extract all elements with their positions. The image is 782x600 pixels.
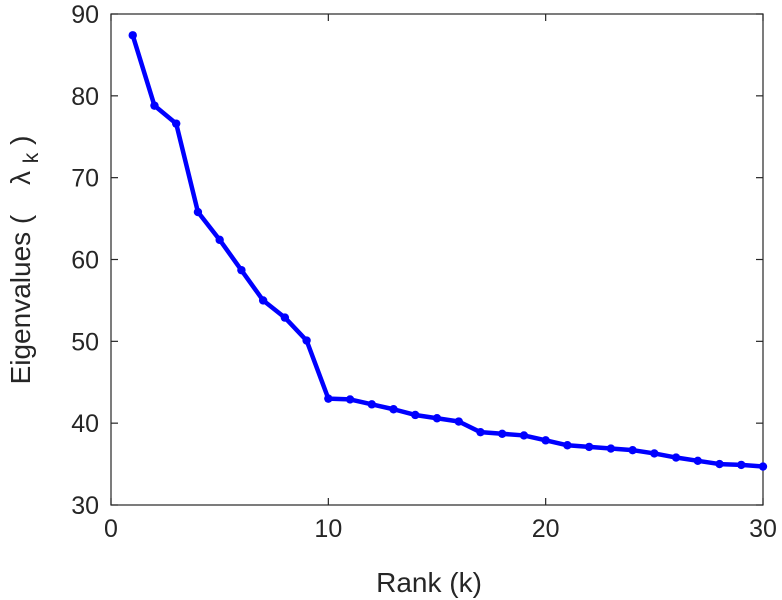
y-axis-label-text: Eigenvalues ( bbox=[5, 214, 36, 384]
y-axis-label: Eigenvalues ( λ k ) bbox=[5, 136, 44, 385]
data-point bbox=[389, 405, 398, 414]
data-point bbox=[367, 400, 376, 409]
data-point bbox=[411, 410, 420, 420]
data-point bbox=[128, 31, 137, 40]
x-axis-ticks: 0 10 20 30 bbox=[104, 14, 777, 543]
data-point bbox=[563, 441, 572, 450]
svg-text:Eigenvalues ( λ k: Eigenvalues ( λ k ) bbox=[5, 136, 44, 385]
data-point bbox=[345, 395, 355, 404]
data-point bbox=[628, 445, 637, 455]
x-tick-label: 10 bbox=[314, 515, 342, 543]
x-tick-label: 30 bbox=[749, 515, 777, 543]
data-point bbox=[432, 414, 442, 423]
data-point bbox=[454, 417, 463, 426]
x-tick-label: 20 bbox=[532, 515, 560, 543]
y-axis-label-close: ) bbox=[5, 136, 36, 145]
y-axis-label-subscript: k bbox=[20, 152, 43, 163]
y-axis-label-symbol: λ bbox=[5, 171, 36, 185]
data-point bbox=[193, 207, 203, 217]
data-point bbox=[150, 101, 159, 110]
data-point bbox=[758, 462, 768, 471]
data-point bbox=[541, 436, 550, 445]
data-point bbox=[671, 453, 681, 462]
y-tick-label: 80 bbox=[71, 83, 99, 111]
y-tick-label: 70 bbox=[71, 165, 99, 193]
data-point bbox=[650, 449, 659, 458]
data-point bbox=[715, 459, 724, 469]
x-tick-label: 0 bbox=[104, 515, 118, 543]
series-group bbox=[128, 31, 768, 471]
data-point bbox=[215, 235, 224, 245]
y-tick-label: 30 bbox=[71, 492, 99, 520]
data-point bbox=[519, 431, 529, 440]
x-axis-label: Rank (k) bbox=[376, 567, 482, 598]
y-axis-ticks: 30 40 50 60 70 80 90 bbox=[71, 1, 763, 520]
y-tick-label: 90 bbox=[71, 1, 99, 29]
data-point bbox=[476, 427, 485, 437]
data-point bbox=[324, 394, 333, 403]
y-tick-label: 50 bbox=[71, 328, 99, 356]
data-point bbox=[237, 265, 246, 275]
data-point bbox=[302, 336, 311, 345]
axes-box bbox=[110, 13, 764, 506]
y-tick-label: 60 bbox=[71, 247, 99, 275]
data-point bbox=[258, 296, 268, 305]
data-point bbox=[606, 444, 616, 453]
data-point bbox=[280, 313, 290, 322]
data-point bbox=[737, 460, 746, 470]
data-point bbox=[172, 119, 181, 128]
y-tick-label: 40 bbox=[71, 410, 99, 438]
series-line bbox=[130, 33, 766, 469]
data-point bbox=[584, 442, 594, 452]
data-point bbox=[498, 429, 507, 439]
data-point bbox=[693, 456, 702, 466]
plot-area bbox=[110, 13, 764, 506]
